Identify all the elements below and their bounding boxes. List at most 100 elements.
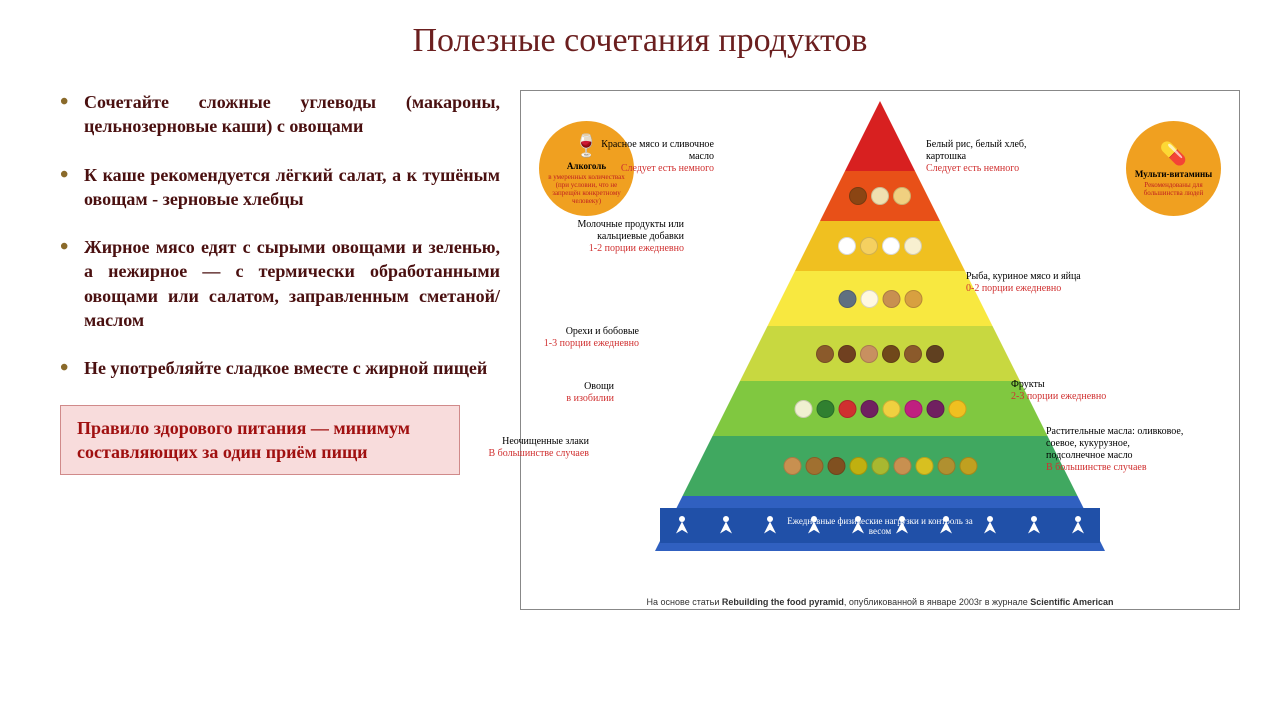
- pyramid-layer: [713, 381, 1048, 436]
- food-icon: [871, 457, 889, 475]
- food-icon: [926, 345, 944, 363]
- label-title: Фрукты: [1011, 379, 1151, 391]
- food-icon: [948, 400, 966, 418]
- caption-text: На основе статьи: [647, 597, 722, 607]
- food-icon: [926, 400, 944, 418]
- pyramid-label: Красное мясо и сливочное маслоСледует ес…: [574, 139, 714, 175]
- circle-sub: Рекомендованы для большинства людей: [1131, 181, 1216, 197]
- food-icon: [893, 187, 911, 205]
- label-sub: В большинстве случаев: [1046, 462, 1186, 474]
- vitamins-circle: 💊 Мульти-витамины Рекомендованы для боль…: [1126, 121, 1221, 216]
- food-icon: [904, 345, 922, 363]
- content-row: Сочетайте сложные углеводы (макароны, це…: [0, 60, 1280, 610]
- caption-text: , опубликованной в январе 2003г в журнал…: [844, 597, 1030, 607]
- pyramid-label: Неочищенные злакиВ большинстве случаев: [449, 436, 589, 460]
- food-icon: [838, 237, 856, 255]
- runner-icon: [1026, 516, 1042, 536]
- pyramid-label: Фрукты2-3 порции ежедневно: [1011, 379, 1151, 403]
- circle-title: Мульти-витамины: [1135, 169, 1212, 179]
- label-sub: Следует есть немного: [926, 163, 1066, 175]
- food-icon: [838, 345, 856, 363]
- food-icon: [805, 457, 823, 475]
- label-title: Неочищенные злаки: [449, 436, 589, 448]
- food-icon: [871, 187, 889, 205]
- bullet-item: Сочетайте сложные углеводы (макароны, це…: [60, 90, 500, 139]
- caption-text: Rebuilding the food pyramid: [722, 597, 844, 607]
- label-title: Рыба, куриное мясо и яйца: [966, 271, 1106, 283]
- food-icon: [882, 400, 900, 418]
- food-icon: [904, 400, 922, 418]
- bullet-item: К каше рекомендуется лёгкий салат, а к т…: [60, 163, 500, 212]
- label-title: Растительные масла: оливковое, соевое, к…: [1046, 426, 1186, 462]
- food-icon: [882, 290, 900, 308]
- pyramid-layer: [683, 436, 1078, 496]
- pyramid-layer: [740, 326, 1020, 381]
- food-icon: [827, 457, 845, 475]
- left-column: Сочетайте сложные углеводы (макароны, це…: [60, 90, 520, 610]
- food-icon: [849, 187, 867, 205]
- label-sub: Следует есть немного: [574, 163, 714, 175]
- label-title: Орехи и бобовые: [499, 326, 639, 338]
- page-title: Полезные сочетания продуктов: [0, 0, 1280, 60]
- food-icon: [816, 345, 834, 363]
- food-icon: [882, 345, 900, 363]
- food-icon: [893, 457, 911, 475]
- label-sub: В большинстве случаев: [449, 448, 589, 460]
- rule-box: Правило здорового питания — минимум сост…: [60, 405, 460, 476]
- label-sub: 0-2 порции ежедневно: [966, 283, 1106, 295]
- pyramid-container: 🍷 Алкоголь в умеренных количествах (при …: [520, 90, 1240, 610]
- label-sub: 1-2 порции ежедневно: [544, 243, 684, 255]
- pyramid-layer: [845, 101, 915, 171]
- food-icon: [882, 237, 900, 255]
- runner-icon: [806, 516, 822, 536]
- food-icon: [915, 457, 933, 475]
- food-icon: [816, 400, 834, 418]
- pyramid-layer: [795, 221, 965, 271]
- right-column: 🍷 Алкоголь в умеренных количествах (при …: [520, 90, 1250, 610]
- runner-icon: [850, 516, 866, 536]
- label-title: Овощи: [474, 381, 614, 393]
- food-icon: [860, 345, 878, 363]
- pyramid-layer: [768, 271, 993, 326]
- pyramid-label: Белый рис, белый хлеб, картошкаСледует е…: [926, 139, 1066, 175]
- food-icon: [783, 457, 801, 475]
- runner-icon: [938, 516, 954, 536]
- pyramid-caption: На основе статьи Rebuilding the food pyr…: [521, 597, 1239, 607]
- rule-text: Правило здорового питания — минимум сост…: [77, 416, 443, 465]
- label-title: Красное мясо и сливочное масло: [574, 139, 714, 163]
- runner-icon: [1070, 516, 1086, 536]
- label-sub: 2-3 порции ежедневно: [1011, 391, 1151, 403]
- pyramid-label: Орехи и бобовые1-3 порции ежедневно: [499, 326, 639, 350]
- food-icon: [838, 290, 856, 308]
- pyramid-layer: [820, 171, 940, 221]
- label-sub: 1-3 порции ежедневно: [499, 338, 639, 350]
- runner-icon: [894, 516, 910, 536]
- runner-icon: [718, 516, 734, 536]
- runner-icon: [762, 516, 778, 536]
- bullet-list: Сочетайте сложные углеводы (макароны, це…: [60, 90, 500, 381]
- exercise-band: Ежедневные физические нагрузки и контрол…: [660, 508, 1100, 543]
- bullet-item: Не употребляйте сладкое вместе с жирной …: [60, 356, 500, 380]
- food-icon: [959, 457, 977, 475]
- runner-icon: [674, 516, 690, 536]
- food-icon: [937, 457, 955, 475]
- circle-sub: в умеренных количествах (при условии, чт…: [544, 173, 629, 205]
- food-icon: [860, 237, 878, 255]
- label-sub: в изобилии: [474, 393, 614, 405]
- pyramid-label: Растительные масла: оливковое, соевое, к…: [1046, 426, 1186, 474]
- food-icon: [849, 457, 867, 475]
- food-icon: [794, 400, 812, 418]
- food-icon: [904, 237, 922, 255]
- food-icon: [838, 400, 856, 418]
- food-icon: [860, 290, 878, 308]
- caption-text: Scientific American: [1030, 597, 1113, 607]
- pyramid-label: Молочные продукты или кальциевые добавки…: [544, 219, 684, 255]
- bullet-item: Жирное мясо едят с сырыми овощами и зеле…: [60, 235, 500, 332]
- label-title: Молочные продукты или кальциевые добавки: [544, 219, 684, 243]
- pyramid-label: Рыба, куриное мясо и яйца0-2 порции ежед…: [966, 271, 1106, 295]
- food-icon: [860, 400, 878, 418]
- food-icon: [904, 290, 922, 308]
- pill-icon: 💊: [1160, 141, 1187, 167]
- label-title: Белый рис, белый хлеб, картошка: [926, 139, 1066, 163]
- runner-icon: [982, 516, 998, 536]
